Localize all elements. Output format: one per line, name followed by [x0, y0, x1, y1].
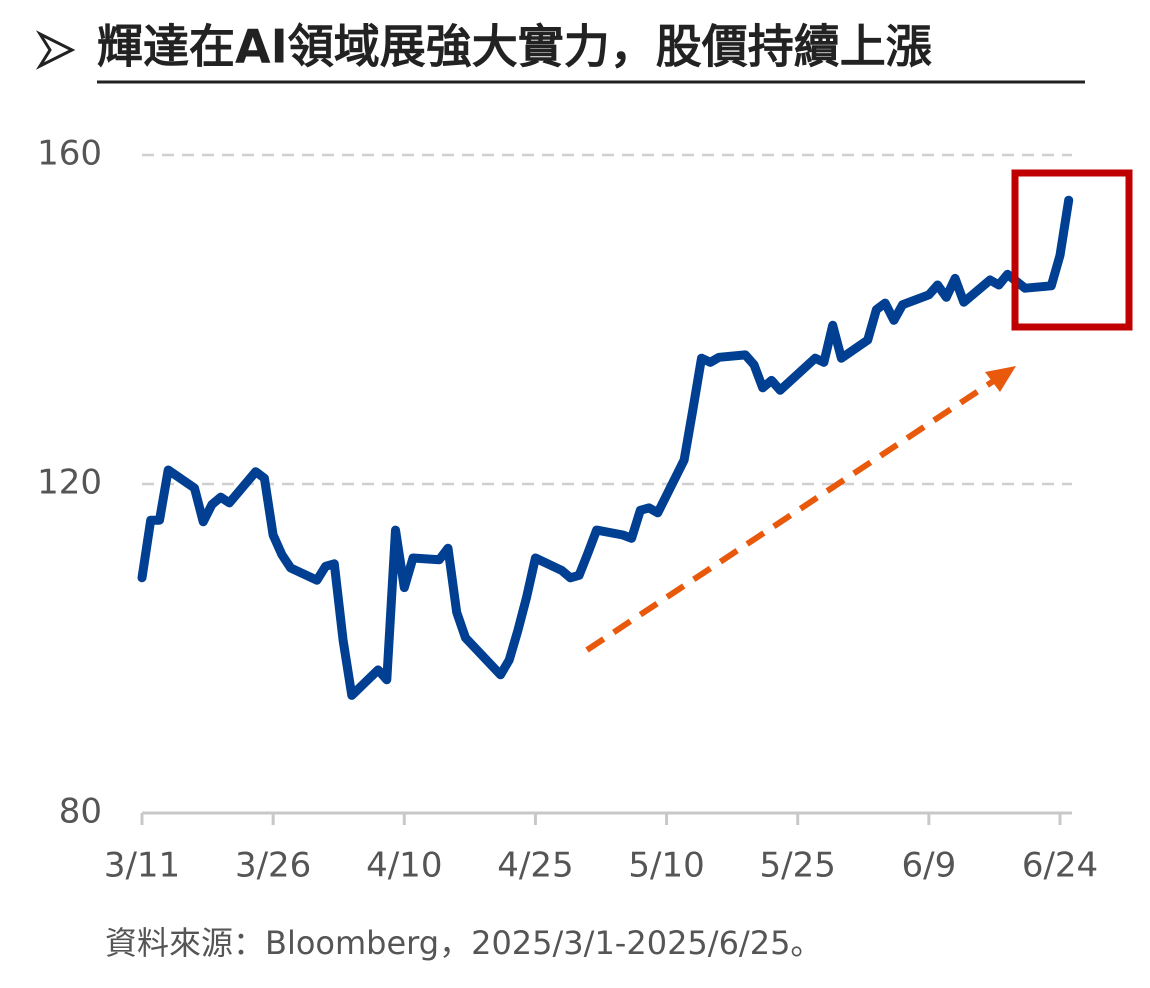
y-tick-label: 120: [37, 463, 102, 503]
y-tick-label: 160: [37, 134, 102, 174]
price-line: [137, 195, 1074, 700]
x-tick-label: 3/11: [104, 846, 180, 886]
x-tick-label: 4/10: [366, 846, 442, 886]
highlight-box: [1011, 169, 1133, 331]
x-tick-label: 5/25: [760, 846, 836, 886]
trend-arrow: [585, 377, 997, 653]
x-tick-label: 6/9: [901, 846, 956, 886]
trend-arrow-head: [985, 366, 1016, 392]
chart-title: 輝達在AI領域展強大實力，股價持續上漲: [97, 20, 932, 74]
y-tick-label: 80: [59, 792, 102, 832]
x-tick-label: 3/26: [235, 846, 311, 886]
x-tick-label: 6/24: [1022, 846, 1098, 886]
x-tick-label: 4/25: [497, 846, 573, 886]
source-note: 資料來源：Bloomberg，2025/3/1-2025/6/25。: [105, 924, 822, 962]
x-tick-label: 5/10: [628, 846, 704, 886]
title-marker: [35, 30, 76, 70]
